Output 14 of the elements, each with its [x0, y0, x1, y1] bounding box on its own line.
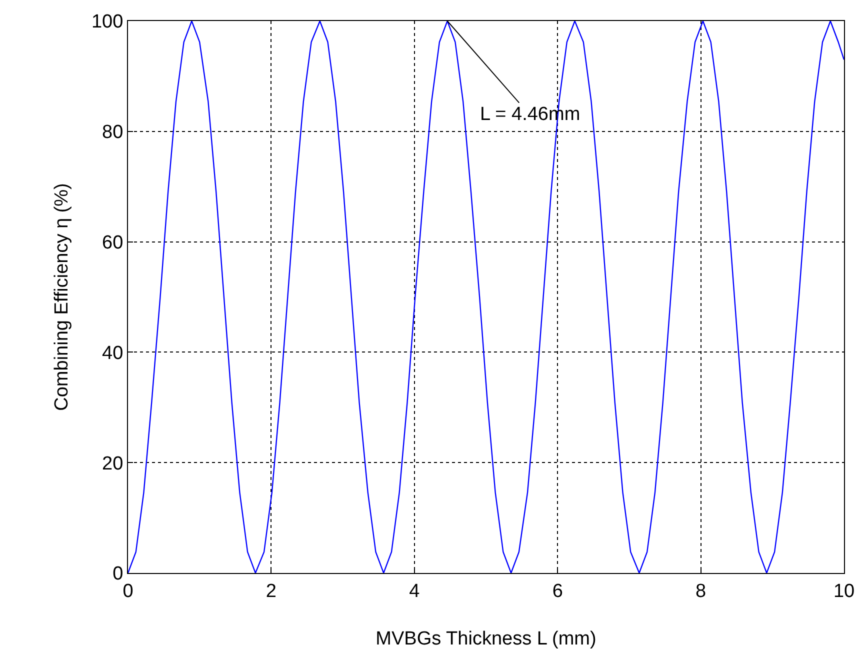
x-tick-label: 4	[409, 580, 420, 602]
line-series	[128, 21, 844, 573]
x-tick-label: 2	[266, 580, 276, 602]
x-tick-label: 6	[552, 580, 563, 602]
x-tick-label: 8	[696, 580, 706, 602]
y-tick-label: 20	[102, 453, 124, 474]
x-tick-label: 10	[833, 580, 855, 602]
y-tick-label: 60	[102, 232, 124, 254]
y-tick-label: 0	[112, 564, 124, 585]
y-tick-label: 80	[102, 122, 124, 144]
y-tick-label: 100	[91, 12, 124, 33]
y-tick-label: 40	[102, 342, 124, 364]
x-axis-title: MVBGs Thickness L (mm)	[376, 628, 596, 650]
y-axis-title: Combining Efficiency η (%)	[51, 183, 72, 411]
